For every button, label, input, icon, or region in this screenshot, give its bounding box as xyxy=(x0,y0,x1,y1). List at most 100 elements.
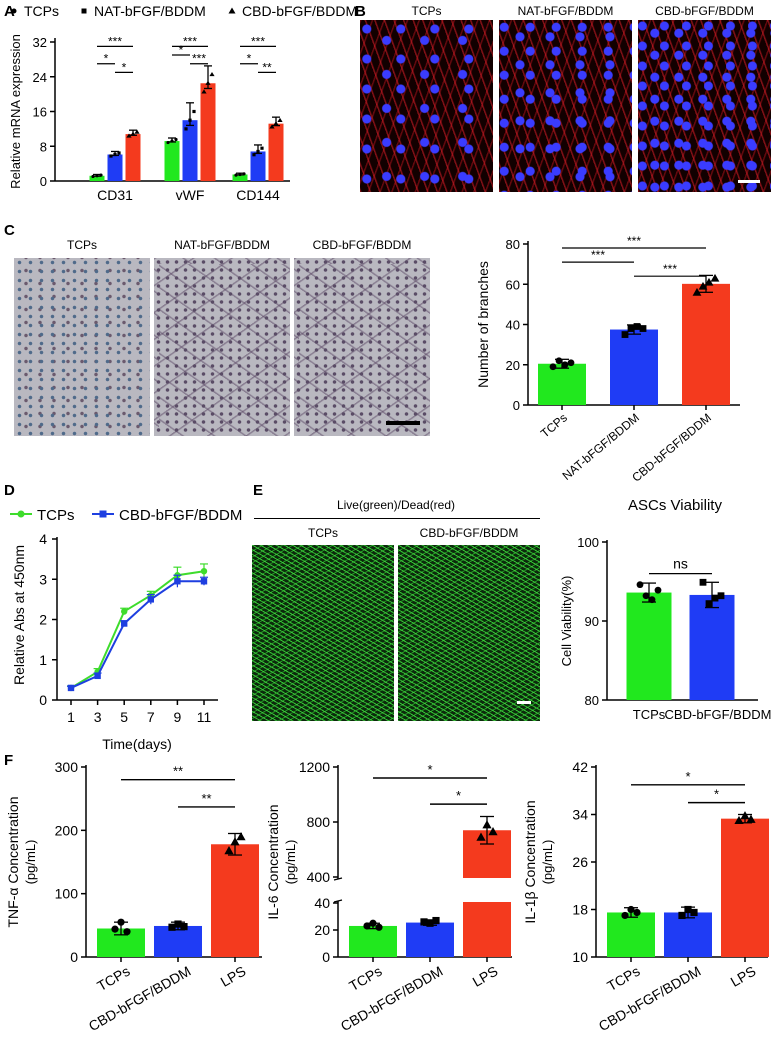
y-axis-label-e: Cell Viability(%) xyxy=(559,576,574,667)
x-tick-label-e-0: TCPs xyxy=(633,707,666,722)
sig-label-a-1: * xyxy=(104,52,109,66)
legend-marker-d-0 xyxy=(17,510,25,518)
panel-label-a: A xyxy=(4,3,15,20)
point-f1-1-2 xyxy=(180,923,188,931)
x-tick-label-c-0: TCPs xyxy=(538,411,570,441)
y-tick-label-f2-hi-0: 400 xyxy=(307,869,331,885)
bar-f3-1 xyxy=(664,912,712,957)
sig-label-a-2: * xyxy=(122,60,127,74)
x-tick-label-f3-2: LPS xyxy=(728,963,759,990)
point-f2-1-0 xyxy=(420,918,428,926)
y-tick-label-f2-lo-0: 0 xyxy=(322,949,330,965)
point-d-1-2 xyxy=(121,620,128,627)
point-a-1-2-2 xyxy=(209,71,215,77)
bar-e-1 xyxy=(689,594,735,700)
point-e-0-1 xyxy=(642,592,650,600)
y-tick-label-f1-2: 200 xyxy=(55,822,79,838)
y-tick-label-d-4: 4 xyxy=(39,531,47,547)
series-line-d-1 xyxy=(70,580,204,689)
point-a-1-1-2 xyxy=(192,109,196,114)
point-a-2-0-0 xyxy=(234,173,238,177)
point-f1-2-1 xyxy=(230,837,240,846)
y-tick-label-a-1: 8 xyxy=(40,139,47,154)
x-tick-label-a-2: CD144 xyxy=(236,187,280,203)
y-tick-label-a-4: 32 xyxy=(33,35,47,50)
y-tick-label-f3-0: 10 xyxy=(572,949,588,965)
y-tick-label-f2-hi-2: 1200 xyxy=(299,759,330,775)
point-e-1-3 xyxy=(717,592,725,600)
sig-label-f3-1: * xyxy=(714,787,719,802)
point-a-2-0-1 xyxy=(238,172,242,177)
y-tick-label-e-0: 80 xyxy=(585,693,599,708)
point-d-1-1 xyxy=(94,672,101,680)
point-f1-2-0 xyxy=(224,846,234,855)
sig-label-a-0: *** xyxy=(108,34,122,48)
y-tick-label-c-0: 0 xyxy=(513,398,520,413)
bar-a-1-1 xyxy=(182,120,198,181)
x-tick-label-f2-2: LPS xyxy=(470,963,501,990)
point-f1-0-2 xyxy=(123,928,131,936)
legend-label-d-1: CBD-bFGF/BDDM xyxy=(119,507,242,524)
point-c-0-3 xyxy=(567,359,575,367)
x-tick-label-c-1: NAT-bFGF/BDDM xyxy=(560,411,642,483)
panel-e-header: Live(green)/Dead(red) xyxy=(336,498,456,512)
point-d-0-5 xyxy=(200,568,208,575)
y-axis-label-f1: TNF-α Concentration xyxy=(5,796,21,927)
x-tick-label-a-0: CD31 xyxy=(97,187,133,203)
point-f1-2-2 xyxy=(236,832,246,841)
bar-a-2-0 xyxy=(232,174,248,181)
y-tick-label-a-3: 24 xyxy=(33,70,47,85)
point-e-0-3 xyxy=(654,586,662,594)
micrograph-b-tcps xyxy=(360,20,493,192)
point-f1-0-1 xyxy=(117,918,125,926)
point-e-0-0 xyxy=(636,581,644,589)
y-tick-label-c-1: 20 xyxy=(506,358,520,373)
point-c-2-1 xyxy=(698,281,708,290)
point-f3-2-2 xyxy=(746,814,756,823)
point-c-1-3 xyxy=(639,325,647,332)
y-axis-label-f3: IL-1β Concentration xyxy=(522,800,538,923)
y-tick-label-d-3: 3 xyxy=(39,571,47,587)
point-e-1-2 xyxy=(711,594,719,602)
y-tick-label-c-3: 60 xyxy=(506,277,520,292)
panel-c-label-tcps: TCPs xyxy=(67,238,97,252)
sig-label-a-5: *** xyxy=(192,52,206,66)
point-f1-1-1 xyxy=(174,920,182,928)
legend-marker-a-1 xyxy=(81,8,87,14)
panel-label-d: D xyxy=(4,482,15,499)
panel-b-label-nat: NAT-bFGF/BDDM xyxy=(517,4,614,18)
micrograph-e-cbd xyxy=(398,545,540,721)
sig-label-e-0: ns xyxy=(673,556,688,572)
bar-f3-0 xyxy=(607,912,655,957)
point-f3-0-2 xyxy=(633,908,641,917)
y-tick-label-f1-3: 300 xyxy=(55,759,79,775)
point-a-2-1-0 xyxy=(252,153,256,157)
x-tick-label-d-0: 1 xyxy=(67,709,75,725)
point-f3-1-2 xyxy=(690,908,698,917)
y-tick-label-d-0: 0 xyxy=(39,692,47,708)
micrograph-e-tcps xyxy=(252,545,394,721)
micrograph-b-nat xyxy=(499,20,632,192)
point-a-0-1-0 xyxy=(109,154,113,158)
point-e-0-2 xyxy=(648,596,656,604)
panel-label-f: F xyxy=(4,752,14,769)
point-a-1-2-1 xyxy=(205,80,211,85)
y-tick-label-e-2: 100 xyxy=(577,535,599,550)
scale-bar-c xyxy=(386,421,420,425)
y-axis-label-d: Relative Abs at 450nm xyxy=(11,545,27,685)
point-e-1-0 xyxy=(699,578,707,586)
point-f2-2-1 xyxy=(482,820,492,829)
micrograph-c-nat xyxy=(154,258,290,436)
sig-label-a-7: * xyxy=(247,52,252,66)
point-a-1-1-1 xyxy=(188,118,192,122)
x-tick-label-f2-0: TCPs xyxy=(346,963,384,994)
y-tick-label-f1-0: 0 xyxy=(70,949,78,965)
x-tick-label-e-1: CBD-bFGF/BDDM xyxy=(665,707,772,722)
point-f3-0-1 xyxy=(627,905,635,914)
x-tick-label-f3-1: CBD-bFGF/BDDM xyxy=(596,963,704,1034)
legend-marker-d-1 xyxy=(99,510,107,518)
y-tick-label-d-1: 1 xyxy=(39,652,47,668)
bar-a-2-1 xyxy=(250,151,266,181)
panel-label-e: E xyxy=(253,482,264,499)
